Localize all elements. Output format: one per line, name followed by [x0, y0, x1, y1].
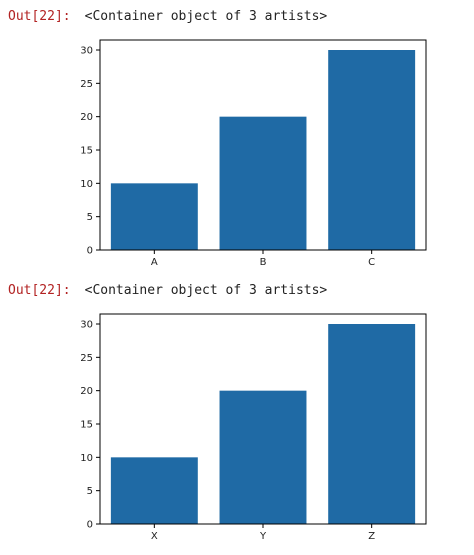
y-tick-label: 0	[87, 246, 93, 257]
y-tick-label: 10	[80, 179, 93, 190]
bar-Y	[219, 390, 307, 524]
bar-Z	[328, 324, 416, 524]
y-tick-label: 15	[80, 420, 93, 431]
output-line-2: Out[22]: <Container object of 3 artists>	[8, 280, 327, 300]
bar-chart-2: 0 5 10 15 20 25 30 X Y Z	[0, 304, 474, 539]
x-tick-label: X	[151, 531, 158, 539]
x-tick-label: A	[151, 257, 158, 265]
x-tick-label: C	[368, 257, 375, 265]
output-text: <Container object of 3 artists>	[84, 282, 328, 298]
y-tick-label: 10	[80, 453, 93, 464]
x-tick-label: Y	[259, 531, 267, 539]
x-tick-label: B	[260, 257, 267, 265]
y-tick-label: 5	[87, 486, 93, 497]
x-tick-label: Z	[368, 531, 375, 539]
bar-chart-1-svg: 0 5 10 15 20 25 30 A B C	[80, 39, 427, 265]
bar-B	[219, 116, 307, 251]
y-tick-label: 25	[80, 79, 93, 90]
y-tick-label: 20	[80, 112, 93, 123]
bar-chart-2-svg: 0 5 10 15 20 25 30 X Y Z	[80, 313, 427, 539]
bar-C	[328, 50, 416, 250]
bar-chart-1: 0 5 10 15 20 25 30 A B C	[0, 30, 474, 265]
bar-X	[110, 457, 198, 524]
y-tick-label: 30	[80, 46, 93, 57]
y-tick-label: 25	[80, 353, 93, 364]
output-prompt: Out[22]:	[8, 282, 71, 298]
y-tick-label: 0	[87, 520, 93, 531]
y-tick-label: 5	[87, 212, 93, 223]
output-text: <Container object of 3 artists>	[84, 8, 328, 24]
y-tick-label: 30	[80, 320, 93, 331]
y-tick-label: 20	[80, 386, 93, 397]
output-line-1: Out[22]: <Container object of 3 artists>	[8, 6, 327, 26]
output-prompt: Out[22]:	[8, 8, 71, 24]
bar-A	[110, 183, 198, 250]
y-tick-label: 15	[80, 146, 93, 157]
